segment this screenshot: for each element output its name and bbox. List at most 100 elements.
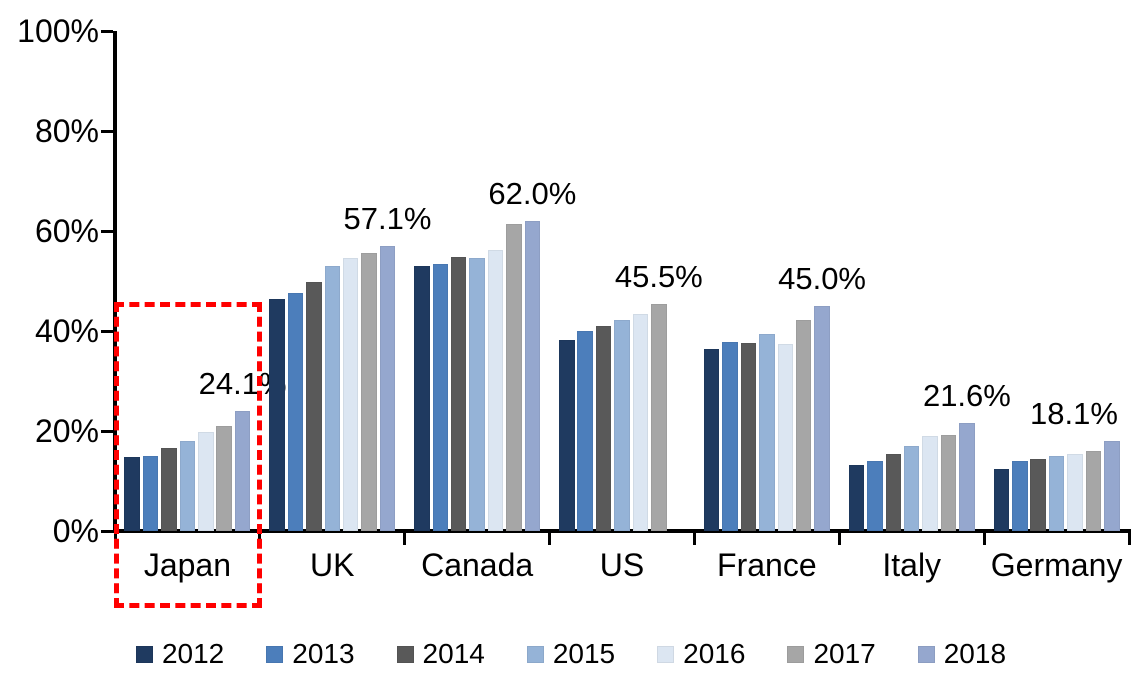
category-label-france: France bbox=[717, 547, 817, 583]
bar-japan-2012 bbox=[124, 457, 140, 531]
x-axis-tick-mark bbox=[548, 533, 552, 545]
bar-japan-2016 bbox=[198, 431, 214, 531]
legend-swatch-2017 bbox=[787, 645, 805, 663]
y-axis-tick-label: 100% bbox=[17, 13, 99, 49]
bar-italy-2015 bbox=[903, 445, 920, 531]
bar-uk-2017 bbox=[361, 252, 377, 531]
category-label-us: US bbox=[599, 547, 645, 583]
legend-label: 2016 bbox=[683, 638, 746, 669]
y-axis-tick-mark bbox=[101, 430, 113, 433]
y-axis-tick-label: 0% bbox=[52, 513, 99, 549]
bar-italy-2012 bbox=[848, 464, 865, 531]
bar-canada-2012 bbox=[414, 265, 430, 531]
y-axis-tick-mark bbox=[101, 130, 113, 133]
category-label-canada: Canada bbox=[421, 547, 534, 583]
bar-us-2016 bbox=[632, 314, 649, 531]
data-label-germany: 18.1% bbox=[1030, 395, 1118, 431]
bar-uk-2014 bbox=[306, 281, 322, 531]
bar-france-2016 bbox=[777, 344, 793, 531]
legend-label: 2014 bbox=[422, 638, 485, 669]
y-axis-tick-label: 80% bbox=[34, 113, 99, 149]
data-label-uk: 57.1% bbox=[343, 200, 432, 236]
y-axis-tick-label: 20% bbox=[34, 413, 99, 449]
legend-swatch-2018 bbox=[917, 645, 935, 663]
bar-us-2012 bbox=[559, 340, 575, 531]
y-axis-tick-label: 60% bbox=[34, 213, 99, 249]
category-label-germany: Germany bbox=[990, 547, 1123, 583]
legend-item-2014: 2014 bbox=[396, 638, 485, 669]
bar-france-2013 bbox=[722, 342, 738, 531]
legend-item-2012: 2012 bbox=[135, 638, 225, 669]
bar-france-2018 bbox=[814, 306, 830, 531]
category-label-uk: UK bbox=[310, 547, 355, 583]
legend-item-2016: 2016 bbox=[657, 639, 745, 669]
legend-swatch-2015 bbox=[526, 645, 544, 663]
bar-canada-2013 bbox=[432, 263, 449, 531]
x-axis-line bbox=[113, 529, 1131, 533]
legend-label: 2015 bbox=[552, 638, 616, 669]
bar-uk-2015 bbox=[324, 265, 341, 531]
legend-swatch-2012 bbox=[135, 645, 153, 663]
bar-france-2012 bbox=[703, 348, 720, 531]
legend-label: 2012 bbox=[161, 638, 225, 669]
bar-germany-2017 bbox=[1085, 450, 1102, 531]
data-label-canada: 62.0% bbox=[488, 176, 577, 211]
legend-label: 2013 bbox=[292, 638, 355, 669]
legend-swatch-2013 bbox=[266, 645, 284, 663]
bar-uk-2012 bbox=[269, 299, 285, 531]
y-axis-tick-mark bbox=[101, 530, 113, 533]
bar-uk-2016 bbox=[342, 257, 359, 531]
legend-item-2018: 2018 bbox=[917, 638, 1007, 669]
y-axis-tick-mark bbox=[101, 30, 113, 33]
bar-us-2014 bbox=[595, 326, 612, 531]
legend-item-2017: 2017 bbox=[787, 638, 876, 669]
category-label-japan: Japan bbox=[143, 547, 232, 583]
bar-japan-2013 bbox=[142, 456, 159, 531]
bar-germany-2012 bbox=[993, 468, 1010, 531]
bar-canada-2016 bbox=[487, 250, 504, 531]
bar-canada-2018 bbox=[524, 221, 541, 531]
bar-canada-2017 bbox=[506, 224, 522, 531]
data-label-us: 45.5% bbox=[614, 258, 703, 294]
legend-swatch-2016 bbox=[657, 645, 675, 663]
bar-italy-2014 bbox=[885, 454, 902, 531]
bar-us-2015 bbox=[614, 320, 630, 531]
legend-swatch-2014 bbox=[396, 645, 414, 663]
bar-germany-2018 bbox=[1104, 440, 1120, 531]
legend-label: 2017 bbox=[813, 638, 876, 669]
bar-japan-2018 bbox=[234, 410, 251, 531]
bar-canada-2015 bbox=[469, 258, 485, 531]
category-label-italy: Italy bbox=[882, 547, 942, 583]
x-axis-tick-mark bbox=[1127, 533, 1131, 545]
y-axis-tick-label: 40% bbox=[34, 313, 99, 349]
legend-item-2015: 2015 bbox=[526, 638, 616, 669]
bar-italy-2016 bbox=[922, 435, 938, 531]
bar-uk-2013 bbox=[287, 292, 304, 531]
x-axis-tick-mark bbox=[982, 533, 986, 545]
bar-germany-2013 bbox=[1012, 461, 1028, 531]
legend-label: 2018 bbox=[943, 638, 1007, 669]
bar-japan-2017 bbox=[216, 425, 232, 531]
data-label-france: 45.0% bbox=[778, 261, 866, 296]
chart-legend: 2012 2013 2014 2015 2016 2017 2018 bbox=[0, 632, 1142, 676]
bar-italy-2017 bbox=[940, 435, 957, 531]
y-axis-line bbox=[113, 31, 117, 533]
bar-japan-2014 bbox=[161, 448, 177, 531]
bar-france-2017 bbox=[795, 319, 812, 531]
bar-france-2015 bbox=[759, 334, 775, 531]
bar-france-2014 bbox=[740, 342, 757, 531]
bar-japan-2015 bbox=[179, 441, 196, 531]
bar-uk-2018 bbox=[379, 245, 396, 531]
legend-item-2013: 2013 bbox=[266, 638, 355, 669]
x-axis-tick-mark bbox=[837, 533, 841, 545]
data-label-italy: 21.6% bbox=[922, 378, 1011, 413]
bar-us-2013 bbox=[577, 331, 593, 531]
bar-germany-2015 bbox=[1048, 456, 1065, 531]
y-axis-tick-mark bbox=[101, 330, 113, 333]
bar-italy-2013 bbox=[867, 460, 883, 531]
bar-canada-2014 bbox=[450, 256, 467, 531]
bar-us-2017 bbox=[651, 303, 667, 531]
bar-italy-2018 bbox=[959, 423, 975, 531]
bar-germany-2016 bbox=[1067, 453, 1083, 531]
